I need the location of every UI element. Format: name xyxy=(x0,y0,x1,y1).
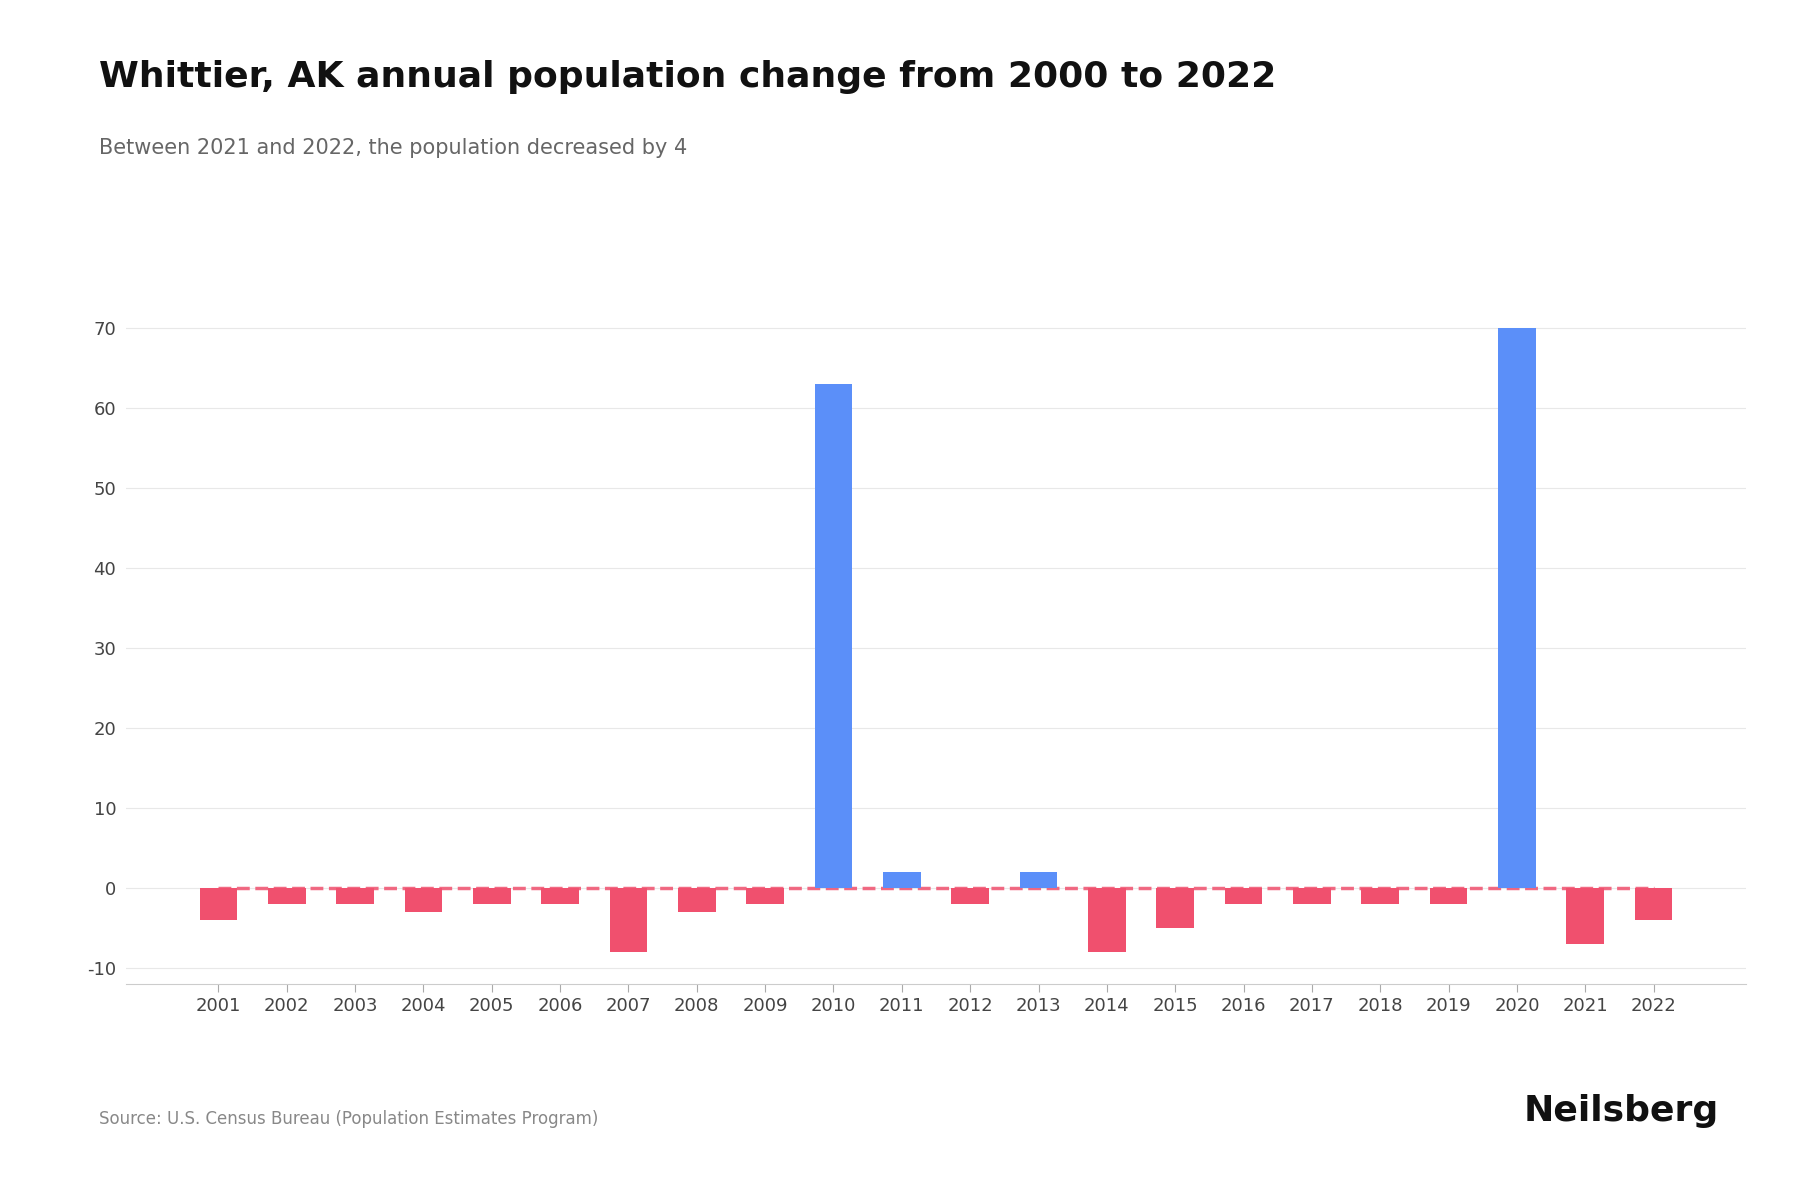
Bar xyxy=(405,888,443,912)
Bar xyxy=(952,888,988,904)
Bar xyxy=(1498,328,1535,888)
Text: Between 2021 and 2022, the population decreased by 4: Between 2021 and 2022, the population de… xyxy=(99,138,688,158)
Text: Source: U.S. Census Bureau (Population Estimates Program): Source: U.S. Census Bureau (Population E… xyxy=(99,1110,598,1128)
Text: Neilsberg: Neilsberg xyxy=(1525,1094,1719,1128)
Bar xyxy=(1021,872,1057,888)
Bar xyxy=(1224,888,1262,904)
Bar xyxy=(884,872,920,888)
Bar xyxy=(747,888,785,904)
Bar xyxy=(815,384,851,888)
Bar xyxy=(679,888,716,912)
Bar xyxy=(1361,888,1399,904)
Text: Whittier, AK annual population change from 2000 to 2022: Whittier, AK annual population change fr… xyxy=(99,60,1276,94)
Bar xyxy=(200,888,238,920)
Bar xyxy=(1156,888,1193,928)
Bar xyxy=(1634,888,1672,920)
Bar xyxy=(1087,888,1125,952)
Bar xyxy=(337,888,374,904)
Bar xyxy=(1292,888,1330,904)
Bar xyxy=(610,888,648,952)
Bar xyxy=(1566,888,1604,944)
Bar xyxy=(473,888,511,904)
Bar xyxy=(1429,888,1467,904)
Bar xyxy=(268,888,306,904)
Bar xyxy=(542,888,580,904)
